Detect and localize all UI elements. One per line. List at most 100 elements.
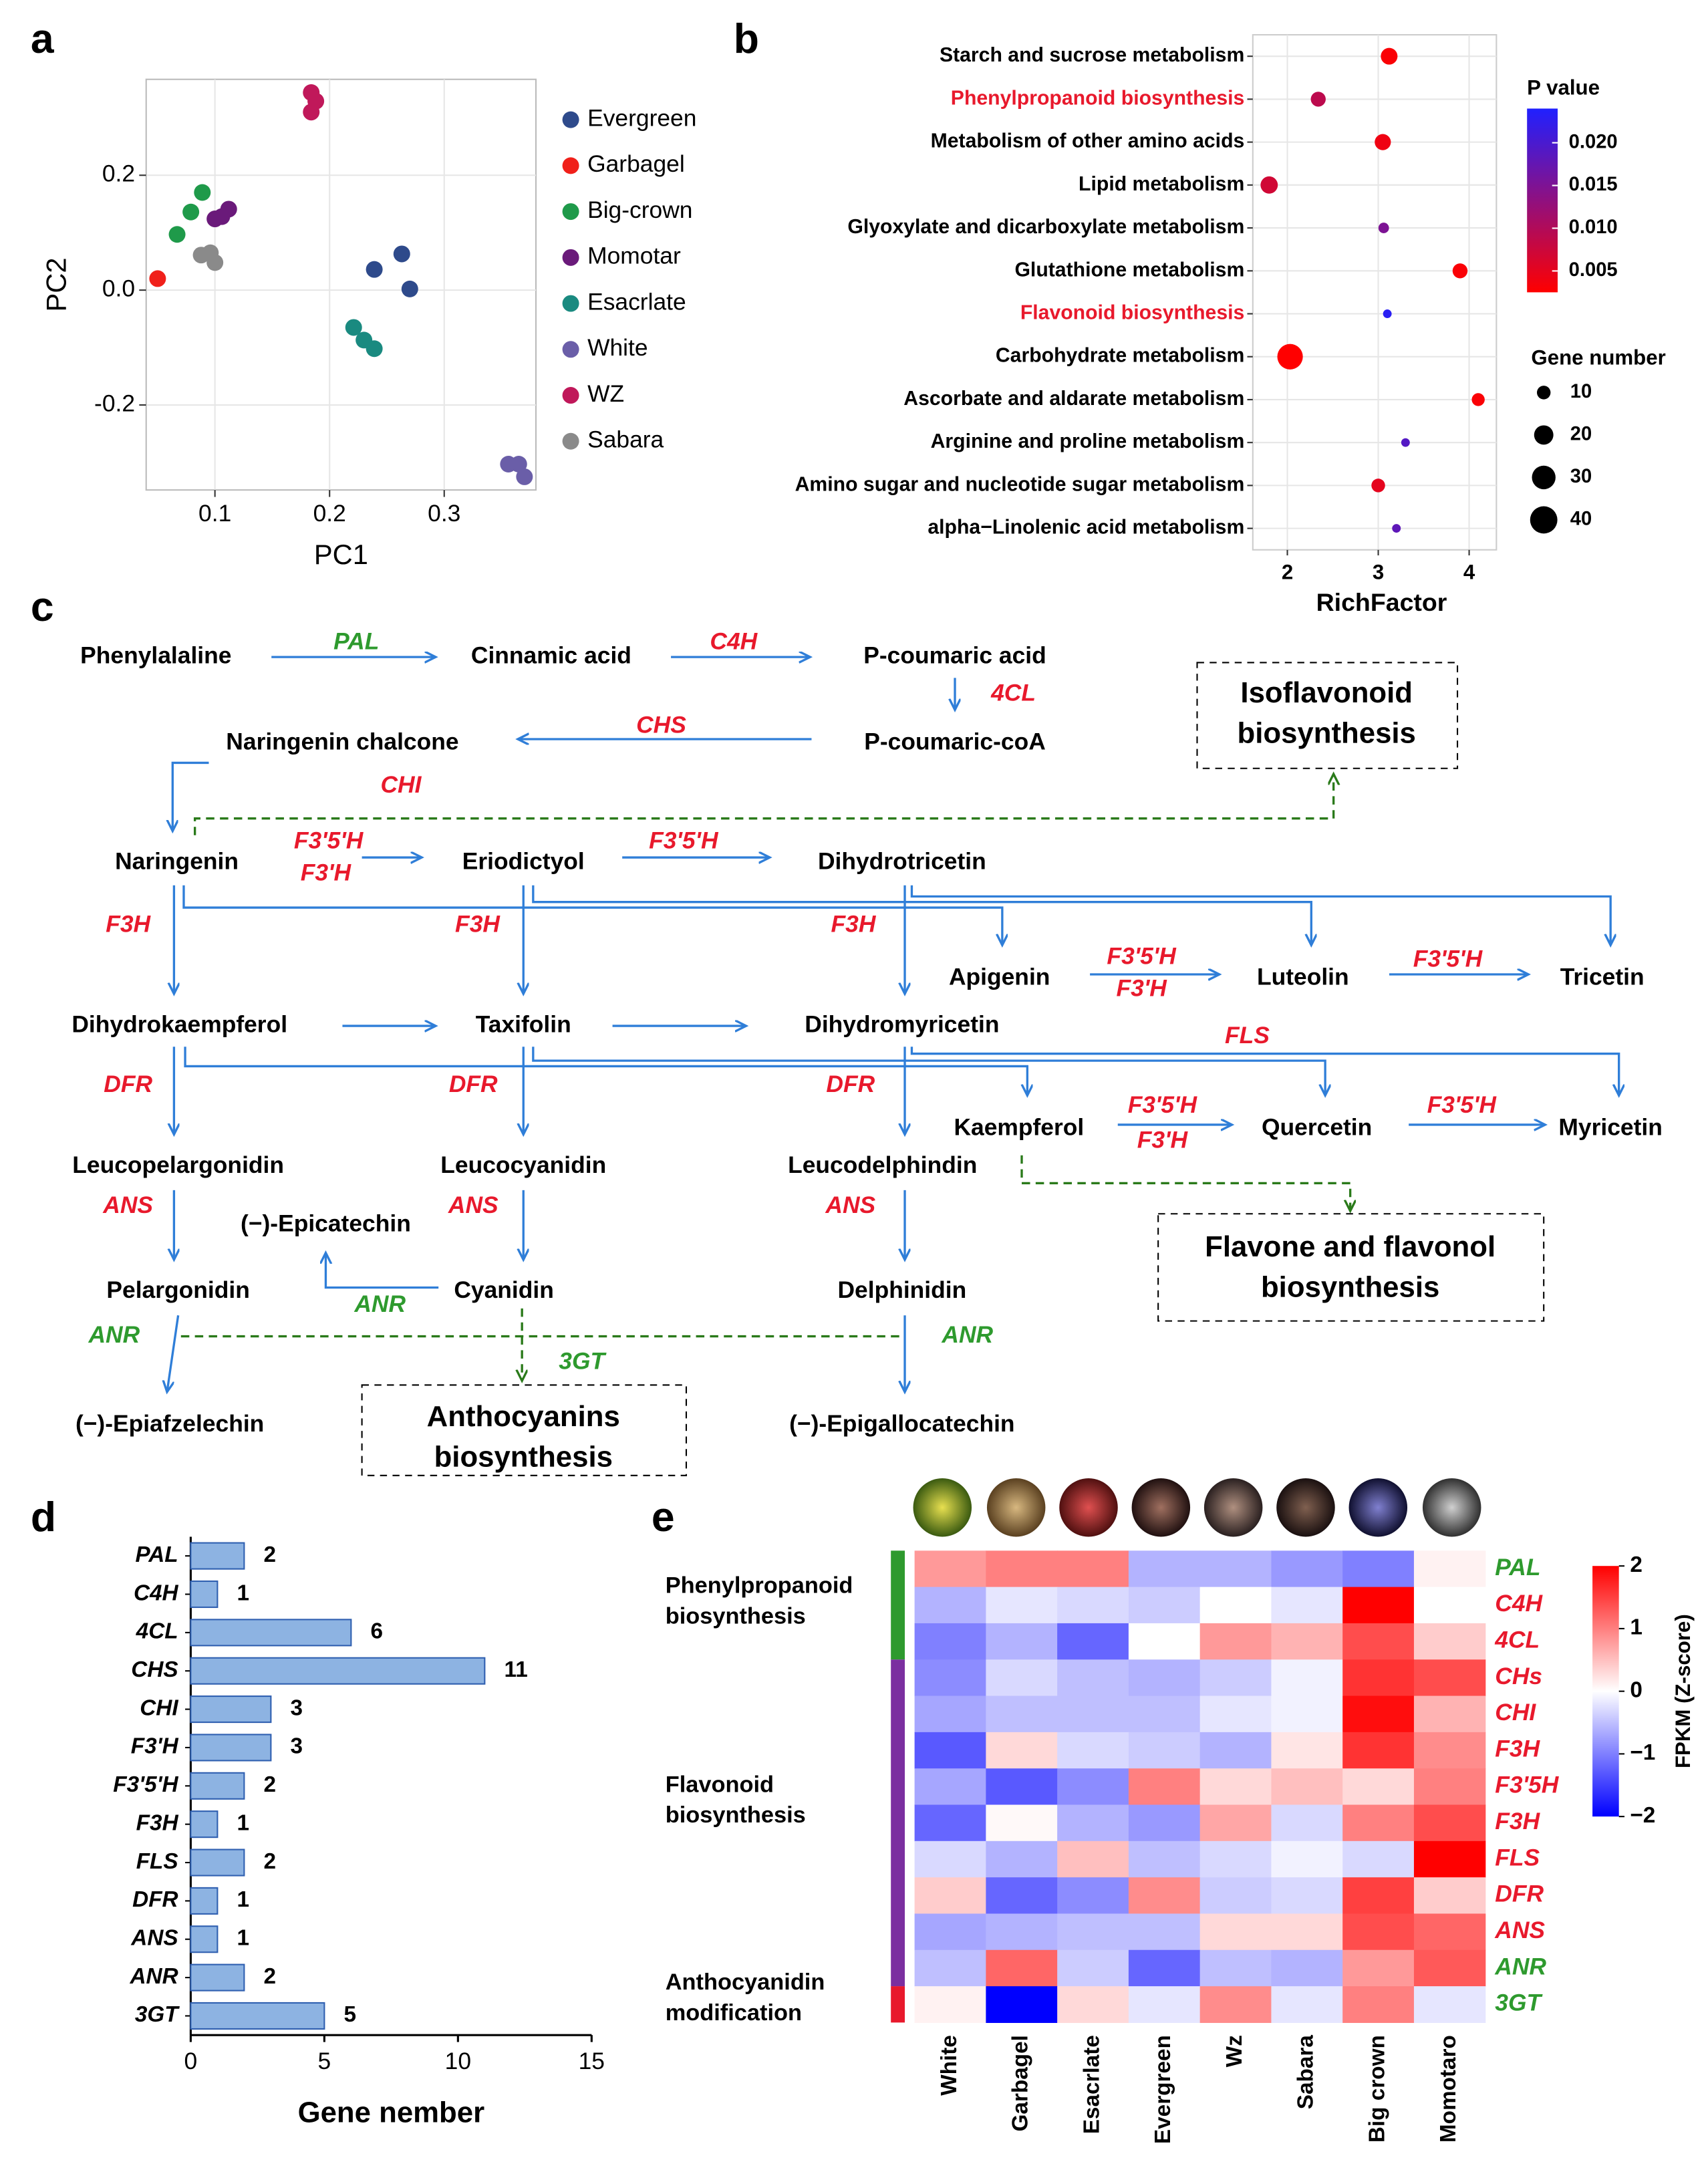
row-label: CHs — [1495, 1663, 1542, 1689]
point — [182, 203, 200, 221]
dashed-arrow — [193, 774, 1334, 835]
arrow — [910, 1047, 1618, 1095]
heatmap-cell — [1413, 1840, 1486, 1878]
heatmap-cell — [1271, 1986, 1343, 2024]
legend-marker — [1536, 386, 1551, 400]
photo — [1131, 1478, 1191, 1537]
heatmap-cell — [1271, 1695, 1343, 1733]
heatmap-cell — [1342, 1986, 1415, 2024]
legend-marker — [562, 249, 579, 266]
enzyme: DFR — [449, 1071, 498, 1097]
heatmap-cell — [1342, 1695, 1415, 1733]
y-tick-label: F3H — [136, 1810, 179, 1835]
heatmap-cell — [986, 1550, 1058, 1588]
group-label: biosynthesis — [666, 1802, 806, 1828]
compound: Eriodictyol — [462, 848, 585, 875]
heatmap-cell — [1057, 1550, 1129, 1588]
enzyme: F3H — [106, 910, 151, 937]
heatmap-cell — [986, 1804, 1058, 1842]
panel-label: e — [652, 1494, 675, 1540]
y-tick-label: -0.2 — [94, 390, 135, 416]
compound: Leucopelargonidin — [72, 1151, 284, 1178]
value-label: 3 — [291, 1734, 303, 1759]
x-tick-label: 5 — [318, 2048, 331, 2074]
legend-label: 10 — [1570, 381, 1592, 402]
value-label: 5 — [344, 2002, 357, 2027]
heatmap-cell — [1413, 1550, 1486, 1588]
compound: Kaempferol — [954, 1114, 1084, 1141]
box-label: Isoflavonoid — [1240, 676, 1413, 709]
bubble — [1260, 176, 1278, 194]
heatmap-cell — [1057, 1732, 1129, 1769]
column-label: Evergreen — [1151, 2035, 1175, 2144]
heatmap-cell — [1199, 1550, 1272, 1588]
heatmap-cell — [1057, 1804, 1129, 1842]
compound: Delphinidin — [837, 1276, 966, 1303]
y-tick-label: Carbohydrate metabolism — [996, 345, 1244, 367]
compound: Cyanidin — [454, 1276, 554, 1303]
colorbar-label: 2 — [1630, 1552, 1643, 1577]
enzyme: ANS — [448, 1192, 499, 1218]
heatmap-cell — [914, 1949, 987, 1987]
heatmap-cell — [1342, 1877, 1415, 1915]
legend-title: Gene number — [1531, 346, 1665, 370]
colorbar-label: 0.020 — [1569, 131, 1618, 152]
plot-area — [145, 78, 537, 491]
heatmap-cell — [1342, 1550, 1415, 1588]
bubble — [1471, 393, 1485, 406]
value-label: 6 — [371, 1619, 384, 1644]
compound: Luteolin — [1257, 964, 1349, 990]
enzyme: CHI — [380, 771, 422, 798]
column-label: Wz — [1222, 2035, 1247, 2067]
heatmap-cell — [914, 1623, 987, 1660]
colorbar-label: 0.005 — [1569, 259, 1618, 281]
photo — [1276, 1478, 1335, 1537]
bubble — [1392, 524, 1401, 533]
point — [366, 340, 383, 358]
point — [510, 455, 527, 472]
y-axis-label: PC2 — [40, 257, 72, 311]
photo — [986, 1478, 1046, 1537]
y-tick-label: ANR — [129, 1964, 178, 1989]
y-tick-label: CHI — [140, 1695, 178, 1720]
row-label: C4H — [1495, 1590, 1543, 1617]
heatmap-cell — [1413, 1804, 1486, 1842]
heatmap-cell — [914, 1804, 987, 1842]
heatmap-cell — [986, 1768, 1058, 1806]
enzyme: ANR — [353, 1290, 406, 1317]
heatmap-cell — [1271, 1587, 1343, 1624]
bubble — [1378, 223, 1389, 233]
enzyme: FLS — [1225, 1022, 1270, 1049]
photo — [1203, 1478, 1263, 1537]
heatmap-cell — [986, 1695, 1058, 1733]
compound: Cinnamic acid — [471, 642, 631, 668]
heatmap-cell — [986, 1732, 1058, 1769]
heatmap-cell — [1057, 1913, 1129, 1951]
group-label: Anthocyanidin — [666, 1969, 825, 1995]
compound: P-coumaric acid — [863, 642, 1046, 668]
heatmap-cell — [914, 1768, 987, 1806]
column-label: Big crown — [1365, 2035, 1389, 2143]
heatmap-cell — [986, 1949, 1058, 1987]
y-tick-label: Lipid metabolism — [1079, 173, 1244, 195]
arrow — [910, 885, 1610, 946]
heatmap-cell — [1057, 1877, 1129, 1915]
colorbar-label: −2 — [1630, 1803, 1655, 1828]
bar — [190, 1619, 352, 1647]
y-tick-label: 0.0 — [102, 275, 135, 301]
row-label: 4CL — [1494, 1626, 1540, 1653]
arrow — [325, 1253, 439, 1289]
value-label: 1 — [237, 1887, 250, 1912]
heatmap-cell — [1271, 1877, 1343, 1915]
legend-label: 20 — [1570, 424, 1592, 445]
legend-label: Big-crown — [587, 196, 692, 223]
heatmap-cell — [1128, 1949, 1201, 1987]
y-tick-label: F3'H — [131, 1734, 179, 1759]
column-label: Sabara — [1294, 2035, 1318, 2110]
bar — [190, 1810, 219, 1838]
heatmap-cell — [914, 1877, 987, 1915]
y-tick-label: FLS — [136, 1849, 178, 1874]
compound: Tricetin — [1560, 964, 1645, 990]
x-tick-label: 3 — [1373, 560, 1384, 583]
legend-label: Sabara — [587, 426, 664, 453]
